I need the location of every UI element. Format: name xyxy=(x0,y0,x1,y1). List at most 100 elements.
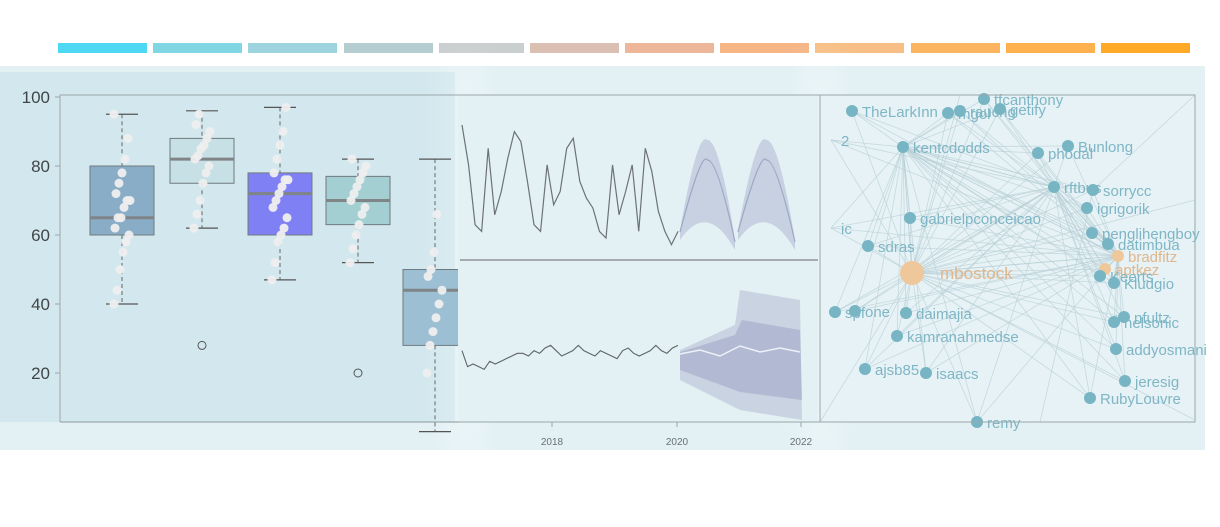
network-edge xyxy=(1053,186,1093,234)
box-point xyxy=(347,154,357,164)
forecast-band xyxy=(738,139,795,250)
box-point xyxy=(426,265,436,274)
network-node-dot xyxy=(954,105,966,117)
network-edge xyxy=(911,110,961,274)
forecast-line xyxy=(679,158,736,243)
network-node-label: remy xyxy=(987,415,1021,432)
box-point xyxy=(115,265,125,274)
network-node: Kludgio xyxy=(1108,276,1174,293)
network-edge xyxy=(1117,255,1125,318)
network-node: TheLarkInn xyxy=(846,104,938,121)
network-node-dot xyxy=(849,305,861,317)
color-stripe xyxy=(439,43,524,53)
network-node: penglihengboy xyxy=(1086,226,1200,243)
box-point xyxy=(191,120,201,130)
network-edge xyxy=(902,146,907,314)
forecast-line xyxy=(737,158,796,243)
network-node: Keerts xyxy=(1094,269,1153,286)
box-point xyxy=(274,189,284,199)
box-series xyxy=(325,154,391,378)
boxplot-panel-background xyxy=(0,72,455,422)
network-edge xyxy=(911,232,1093,274)
network-node-label: addyosmani xyxy=(1126,342,1207,359)
network-node-label: Kludgio xyxy=(1124,276,1174,293)
color-stripe xyxy=(815,43,904,53)
box-point xyxy=(109,299,119,309)
box-point xyxy=(204,161,214,171)
network-edge xyxy=(851,110,913,274)
network-node: gabrielpconceicao xyxy=(904,211,1041,228)
network-edge xyxy=(902,146,927,374)
network-node-dot xyxy=(891,330,903,342)
box-point xyxy=(192,209,202,219)
box-point xyxy=(281,102,291,112)
network-edge xyxy=(867,245,1119,257)
network-node: 2 xyxy=(841,133,849,150)
network-edge xyxy=(909,217,1119,257)
network-edge xyxy=(999,108,1055,188)
box-point xyxy=(431,313,441,323)
network-node-dot xyxy=(1062,140,1074,152)
network-node: nfultz xyxy=(1118,310,1170,327)
network-node: isaacs xyxy=(920,366,979,383)
network-node-dot xyxy=(942,107,954,119)
network-edge xyxy=(834,255,1119,313)
box-point xyxy=(351,230,361,240)
network-node-dot xyxy=(1032,147,1044,159)
network-node-label: nfultz xyxy=(1134,310,1170,327)
network-node-dot xyxy=(1081,202,1093,214)
network-edge xyxy=(902,146,1039,154)
network-edge xyxy=(902,146,1106,270)
network-node-label: ajsb85 xyxy=(875,362,919,379)
network-node-dot xyxy=(1102,238,1114,250)
network-edge xyxy=(902,146,913,274)
network-edge xyxy=(959,110,1055,188)
y-tick-label: 40 xyxy=(31,295,50,314)
network-edge xyxy=(976,255,1119,423)
box-point xyxy=(425,340,435,350)
network-edge xyxy=(896,146,904,337)
network-node-dot xyxy=(1108,277,1120,289)
box-point xyxy=(120,154,130,164)
network-edge xyxy=(830,139,913,274)
network-edge xyxy=(902,98,985,148)
box-point xyxy=(282,213,292,223)
network-edge xyxy=(911,272,978,423)
network-edge xyxy=(909,186,1055,219)
box-outlier xyxy=(353,368,363,378)
network-node-label: igrigorik xyxy=(1097,201,1150,218)
network-edge xyxy=(902,146,1091,399)
network-node-label: mgol xyxy=(958,106,991,123)
box-point xyxy=(268,202,278,212)
color-stripe xyxy=(625,43,714,53)
network-edge xyxy=(925,186,1055,374)
box-point xyxy=(189,223,199,233)
network-node-dot xyxy=(978,93,990,105)
box-body xyxy=(169,137,235,184)
x-tick-label: 2022 xyxy=(790,437,813,448)
network-edge xyxy=(911,98,985,274)
network-edge xyxy=(1053,145,1069,188)
box-point xyxy=(428,327,438,337)
network-node-label: RubyLouvre xyxy=(1100,391,1181,408)
network-node: remy xyxy=(971,415,1021,432)
network-edge xyxy=(867,186,1055,247)
box-series xyxy=(402,158,468,433)
network-node-label: TheLarkInn xyxy=(862,104,938,121)
box-point xyxy=(195,196,205,205)
network-node-label: isaacs xyxy=(936,366,979,383)
network-node-dot xyxy=(1118,311,1130,323)
box-series xyxy=(247,102,313,285)
network-edge xyxy=(851,110,904,148)
box-point xyxy=(349,189,359,199)
box-point xyxy=(117,168,127,178)
network-node: ajsb85 xyxy=(859,362,919,379)
network-edge xyxy=(1115,255,1119,350)
box-point xyxy=(432,209,442,219)
box-point xyxy=(283,175,293,185)
network-node-dot xyxy=(1048,181,1060,193)
box-point xyxy=(437,285,447,295)
box-point xyxy=(112,285,122,295)
network-node: datimbua xyxy=(1102,237,1180,254)
network-edge xyxy=(854,255,1119,312)
